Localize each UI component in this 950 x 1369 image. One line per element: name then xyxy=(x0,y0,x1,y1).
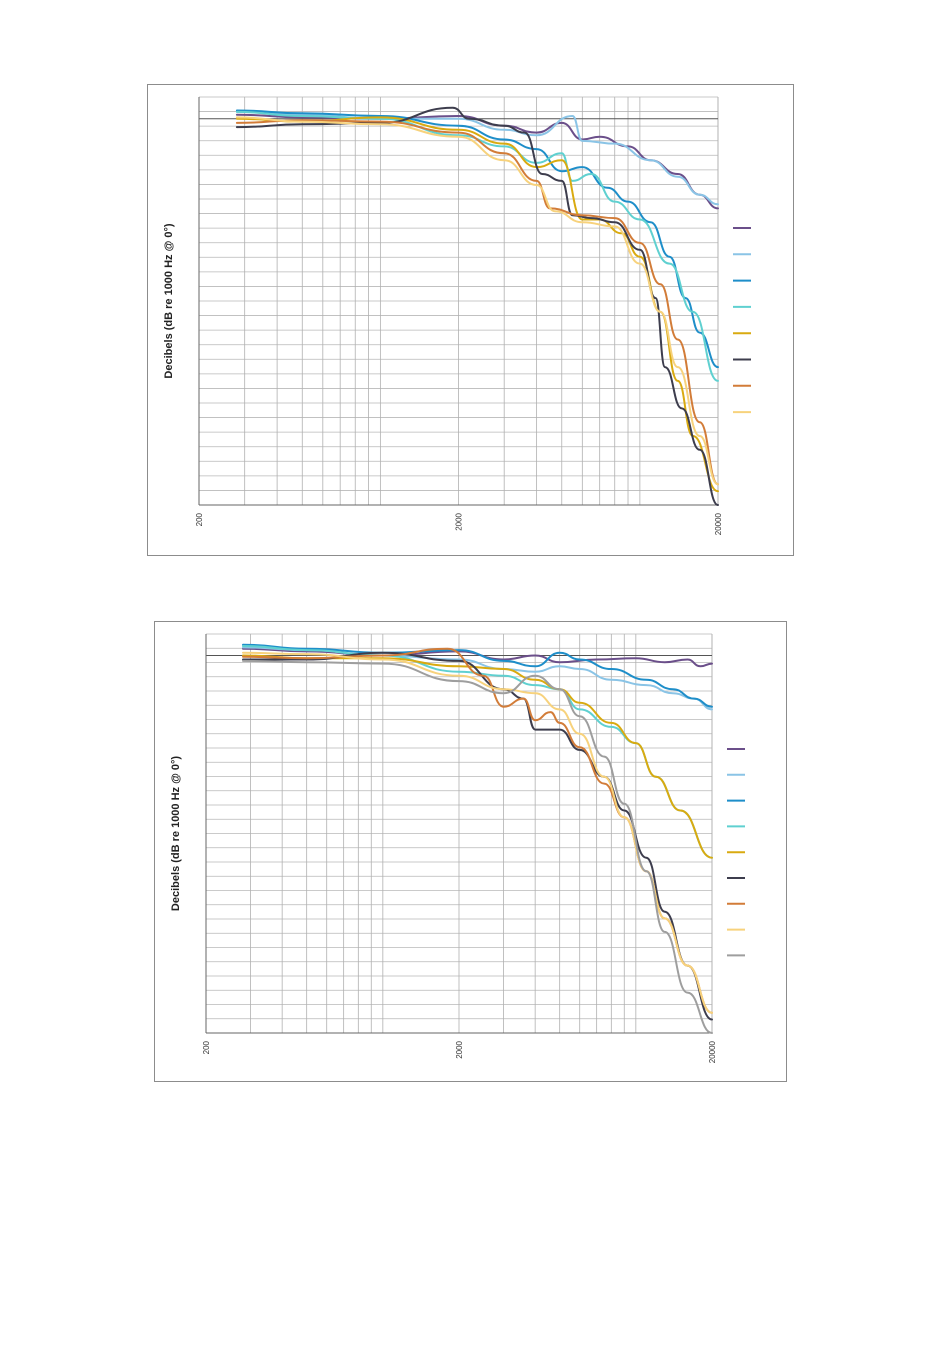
chart-2-svg: 200 2000 20000 Decibels (dB re 1000 Hz @ 0°… xyxy=(170,633,745,1063)
series-line-8 xyxy=(242,651,713,1014)
series-line-5 xyxy=(235,116,719,493)
y-axis-label: Decibels (dB re 1000 Hz @ 0°) xyxy=(163,223,175,378)
series-lines xyxy=(242,643,713,1034)
series-line-9 xyxy=(242,659,713,1034)
x-tick-label: 200 xyxy=(202,1040,211,1054)
x-tick-label: 20000 xyxy=(708,1040,717,1063)
legend xyxy=(727,748,745,957)
x-tick-label: 200 xyxy=(195,512,204,526)
chart-2: 200 2000 20000 Decibels (dB re 1000 Hz @ 0°… xyxy=(154,621,787,1082)
y-axis-label: Decibels (dB re 1000 Hz @ 0°) xyxy=(170,756,182,911)
series-line-8 xyxy=(235,116,719,486)
x-tick-label: 20000 xyxy=(714,512,723,535)
series-line-7 xyxy=(235,119,719,486)
x-tick-label: 2000 xyxy=(455,1040,464,1058)
series-line-3 xyxy=(235,109,719,369)
legend xyxy=(733,227,751,414)
chart-1-svg: 200 2000 20000 Decibels (dB re 1000 Hz @ 0°… xyxy=(163,96,751,535)
series-lines xyxy=(235,106,719,506)
chart-1: 200 2000 20000 Decibels (dB re 1000 Hz @ 0°… xyxy=(147,84,794,556)
plot-grid xyxy=(198,96,719,506)
series-line-6 xyxy=(235,106,719,506)
x-tick-label: 2000 xyxy=(455,512,464,530)
plot-grid xyxy=(205,633,713,1034)
